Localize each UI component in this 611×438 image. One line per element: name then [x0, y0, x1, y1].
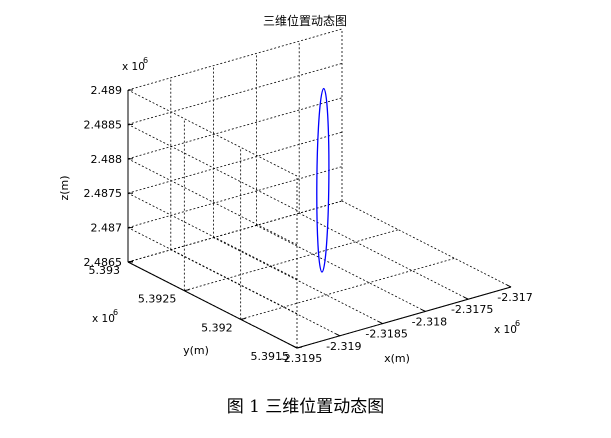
y-tick-mark	[240, 317, 246, 320]
x-tick-label: -2.3195	[280, 352, 322, 365]
x-tick-mark	[378, 321, 383, 325]
z-tick-label: 2.4865	[84, 256, 123, 269]
y-grid-line	[184, 229, 399, 292]
plot-svg: 2.4865 2.487 2.4875 2.488 2.4885 2.489 5.3915 5…	[58, 13, 533, 365]
z-tick-label: 2.489	[91, 84, 123, 97]
z-tick-label: 2.488	[91, 153, 123, 166]
grid-layer	[127, 28, 512, 349]
x-grid-line	[299, 212, 469, 300]
x-tick-label: -2.3175	[451, 303, 493, 316]
x-exponent-label: x 10 6	[494, 319, 520, 336]
x-tick-label: -2.318	[412, 315, 447, 328]
x-grid-line	[256, 225, 426, 312]
z-grid-line	[127, 131, 343, 194]
figure-caption: 图 1 三维位置动态图	[226, 397, 385, 417]
svg-text:6: 6	[515, 319, 520, 328]
y-tick-label: 5.3915	[251, 350, 290, 363]
x-tick-mark	[421, 308, 426, 312]
series-ellipse	[316, 87, 330, 273]
z-grid-line	[127, 166, 343, 228]
tick-labels: 2.4865 2.487 2.4875 2.488 2.4885 2.489 5.3915 5…	[84, 84, 533, 365]
y-tick-label: 5.3925	[138, 293, 177, 306]
y-axis-line	[127, 261, 298, 349]
x-tick-label: -2.319	[326, 340, 361, 353]
z-grid-line	[127, 124, 298, 211]
z-tick-label: 2.4875	[84, 187, 123, 200]
svg-text:6: 6	[113, 308, 118, 317]
x-tick-mark	[335, 333, 341, 337]
z-grid-line	[127, 89, 298, 177]
x-grid-line	[213, 237, 383, 324]
z-grid-line	[127, 63, 343, 125]
y-tick-label: 5.393	[89, 264, 121, 277]
svg-text:x 10: x 10	[92, 313, 115, 325]
y-tick-label: 5.392	[201, 321, 233, 334]
svg-text:6: 6	[143, 56, 148, 65]
z-tick-label: 2.4885	[84, 118, 123, 131]
svg-text:x 10: x 10	[122, 61, 145, 73]
axes-box	[127, 89, 512, 349]
x-tick-mark	[463, 296, 469, 300]
y-exponent-label: x 10 6	[92, 308, 118, 325]
y-grid-line	[127, 200, 343, 263]
z-exponent-label: x 10 6	[122, 56, 148, 73]
chart-title: 三维位置动态图	[263, 13, 347, 28]
z-grid-line	[127, 28, 343, 91]
z-grid-line	[127, 97, 343, 160]
z-tick-label: 2.487	[91, 222, 123, 235]
z-grid-line	[127, 158, 298, 246]
x-axis-line	[296, 286, 512, 349]
x-grid-line	[170, 249, 340, 337]
svg-text:x 10: x 10	[494, 324, 517, 336]
y-grid-line	[240, 257, 455, 320]
x-tick-mark	[292, 345, 298, 349]
x-tick-label: -2.317	[497, 291, 532, 304]
z-grid-line	[127, 192, 298, 280]
x-axis-label: x(m)	[384, 352, 410, 365]
z-axis-label: z(m)	[58, 175, 71, 200]
x-tick-label: -2.3185	[365, 328, 407, 341]
x-tick-mark	[506, 284, 512, 288]
y-tick-mark	[296, 346, 303, 349]
y-tick-mark	[127, 260, 134, 263]
y-tick-mark	[184, 289, 190, 292]
y-axis-label: y(m)	[183, 344, 209, 357]
x-grid-line	[341, 200, 512, 288]
series-layer	[316, 87, 330, 273]
